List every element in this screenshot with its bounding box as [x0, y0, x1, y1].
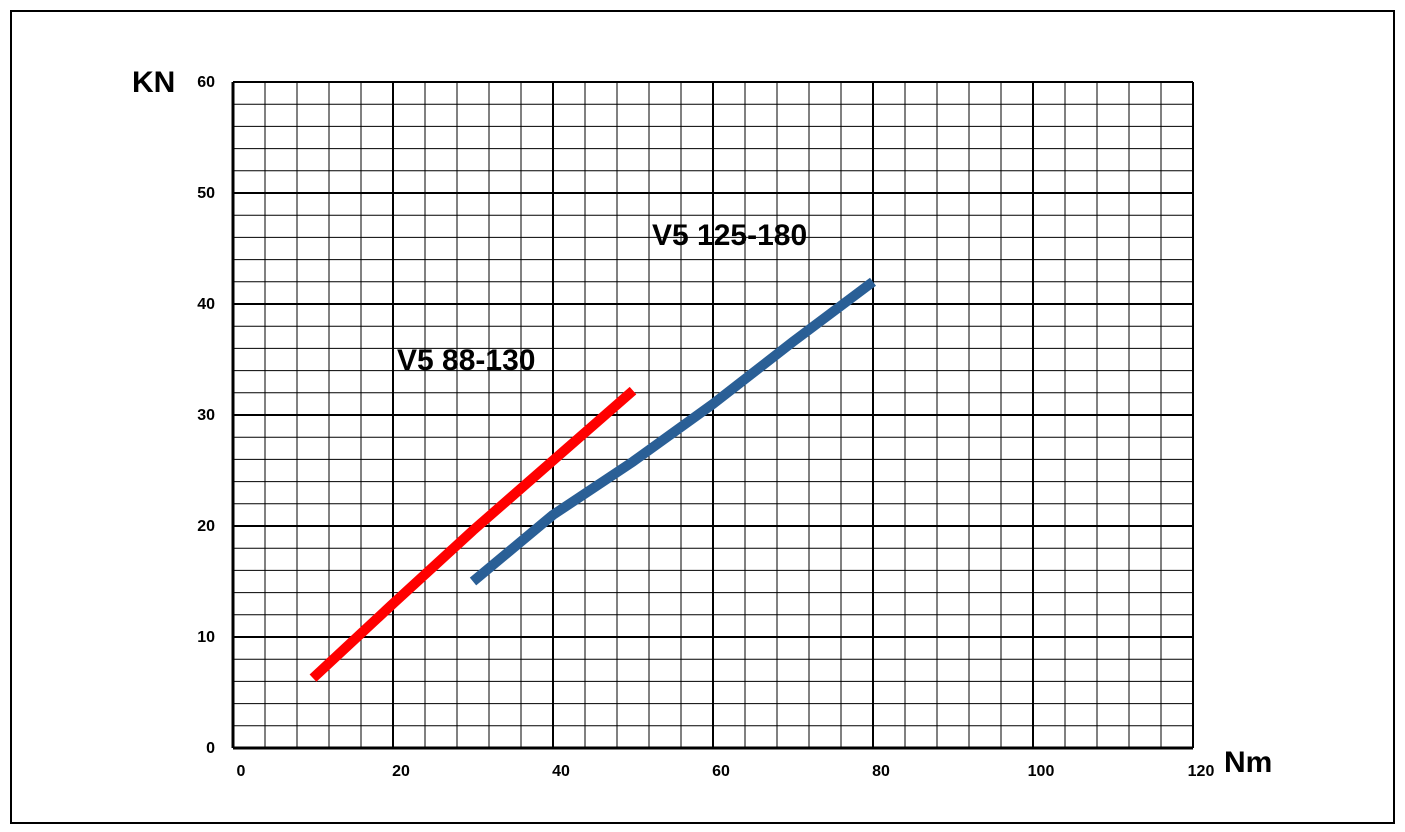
- y-tick-labels: 0 10 20 30 40 50 60: [197, 74, 215, 757]
- x-tick-label: 0: [237, 763, 246, 780]
- y-tick-label: 0: [206, 740, 215, 757]
- series-line-0: [309, 386, 637, 682]
- x-tick-label: 100: [1028, 763, 1055, 780]
- x-tick-label: 60: [712, 763, 730, 780]
- x-tick-label: 120: [1188, 763, 1215, 780]
- x-tick-labels: 0 20 40 60 80 100 120: [237, 763, 1215, 780]
- y-tick-label: 50: [197, 185, 215, 202]
- y-tick-label: 30: [197, 407, 215, 424]
- series-label-v5-125-180: V5 125-180: [652, 219, 807, 252]
- y-tick-label: 40: [197, 296, 215, 313]
- series-label-v5-88-130: V5 88-130: [397, 344, 535, 377]
- series-line-1: [469, 277, 876, 586]
- major-grid: [231, 81, 1194, 750]
- y-tick-label: 20: [197, 518, 215, 535]
- x-axis-title: Nm: [1224, 746, 1272, 779]
- series-layer: [309, 277, 876, 682]
- y-tick-label: 60: [197, 74, 215, 91]
- y-axis-title: KN: [132, 66, 175, 99]
- y-tick-label: 10: [197, 629, 215, 646]
- x-tick-label: 40: [552, 763, 570, 780]
- x-tick-label: 20: [392, 763, 410, 780]
- x-tick-label: 80: [872, 763, 890, 780]
